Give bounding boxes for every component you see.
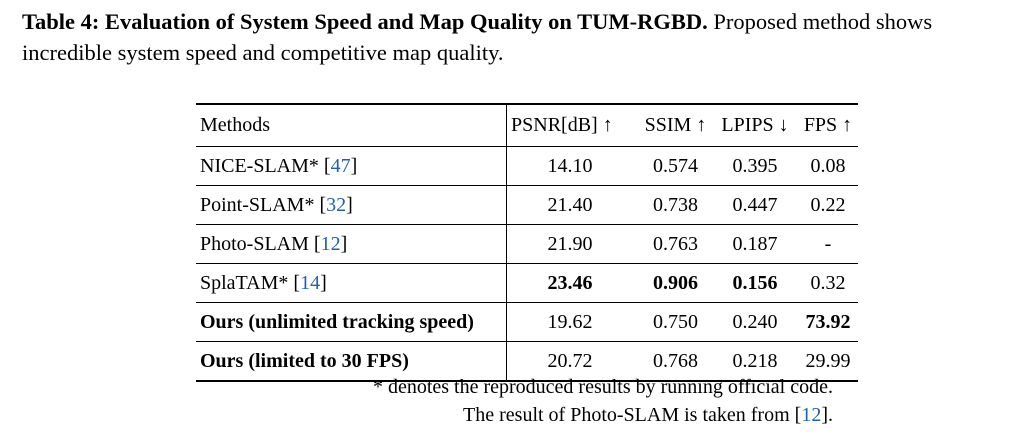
method-cell: Photo-SLAM [12] <box>196 224 507 264</box>
ssim-cell: 0.763 <box>639 224 712 264</box>
lpips-cell: 0.218 <box>712 341 798 382</box>
table-footnote: * denotes the reproduced results by runn… <box>372 376 833 398</box>
psnr-cell: 14.10 <box>506 146 639 186</box>
ssim-cell: 0.768 <box>639 341 712 382</box>
fps-cell: 73.92 <box>798 302 858 342</box>
fps-cell: 29.99 <box>798 341 858 382</box>
fps-cell: 0.32 <box>798 263 858 303</box>
lpips-cell: 0.447 <box>712 185 798 225</box>
fps-cell: 0.22 <box>798 185 858 225</box>
fps-cell: 0.08 <box>798 146 858 186</box>
table-row: SplaTAM* [14] 23.46 0.906 0.156 0.32 <box>196 263 858 303</box>
lpips-cell: 0.156 <box>712 263 798 303</box>
lpips-cell: 0.187 <box>712 224 798 264</box>
caption-text: Proposed method shows incredible system … <box>22 9 933 65</box>
table-row: Ours (unlimited tracking speed) 19.62 0.… <box>196 302 858 342</box>
ssim-cell: 0.750 <box>639 302 712 342</box>
lpips-cell: 0.395 <box>712 146 798 186</box>
psnr-cell: 20.72 <box>506 341 639 382</box>
method-cell: Point-SLAM* [32] <box>196 185 507 225</box>
citation-link[interactable]: 14 <box>300 271 321 294</box>
method-cell: NICE-SLAM* [47] <box>196 146 507 186</box>
results-table: Methods PSNR[dB] ↑ SSIM ↑ LPIPS ↓ FPS ↑ … <box>196 103 858 382</box>
citation-link[interactable]: 47 <box>330 154 351 177</box>
lpips-cell: 0.240 <box>712 302 798 342</box>
table-row: Ours (limited to 30 FPS) 20.72 0.768 0.2… <box>196 341 858 382</box>
method-cell: Ours (unlimited tracking speed) <box>196 302 507 342</box>
table-row: NICE-SLAM* [47] 14.10 0.574 0.395 0.08 <box>196 146 858 186</box>
ssim-cell: 0.906 <box>639 263 712 303</box>
method-cell: SplaTAM* [14] <box>196 263 507 303</box>
method-cell: Ours (limited to 30 FPS) <box>196 341 507 382</box>
table-header-row: Methods PSNR[dB] ↑ SSIM ↑ LPIPS ↓ FPS ↑ <box>196 103 858 147</box>
header-fps: FPS ↑ <box>798 103 858 147</box>
header-psnr: PSNR[dB] ↑ <box>506 103 639 147</box>
fps-cell: - <box>798 224 858 264</box>
ssim-cell: 0.738 <box>639 185 712 225</box>
table-caption: Table 4: Evaluation of System Speed and … <box>22 6 1012 68</box>
citation-link[interactable]: 12 <box>801 404 822 426</box>
header-methods: Methods <box>196 103 507 147</box>
table-footnote-source: The result of Photo-SLAM is taken from [… <box>463 404 833 426</box>
header-ssim: SSIM ↑ <box>639 103 712 147</box>
caption-label: Table 4: Evaluation of System Speed and … <box>22 9 708 34</box>
header-lpips: LPIPS ↓ <box>712 103 798 147</box>
psnr-cell: 21.90 <box>506 224 639 264</box>
table-row: Photo-SLAM [12] 21.90 0.763 0.187 - <box>196 224 858 264</box>
psnr-cell: 23.46 <box>506 263 639 303</box>
citation-link[interactable]: 12 <box>320 232 341 255</box>
ssim-cell: 0.574 <box>639 146 712 186</box>
citation-link[interactable]: 32 <box>326 193 347 216</box>
psnr-cell: 21.40 <box>506 185 639 225</box>
table-row: Point-SLAM* [32] 21.40 0.738 0.447 0.22 <box>196 185 858 225</box>
psnr-cell: 19.62 <box>506 302 639 342</box>
